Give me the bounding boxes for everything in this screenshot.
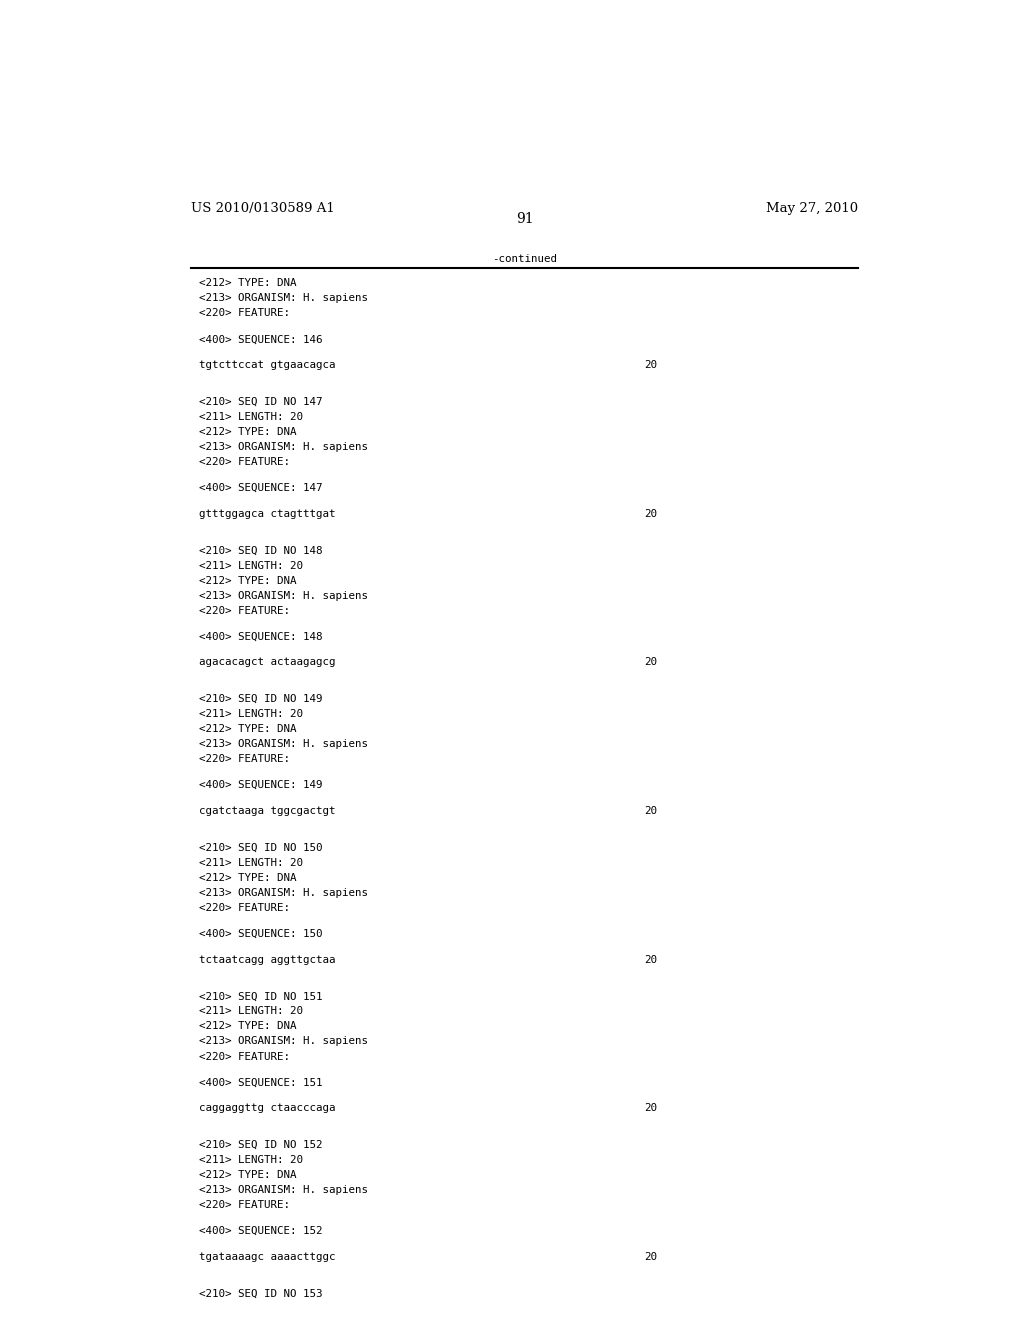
Text: -continued: -continued xyxy=(493,253,557,264)
Text: <400> SEQUENCE: 151: <400> SEQUENCE: 151 xyxy=(200,1077,323,1088)
Text: <220> FEATURE:: <220> FEATURE: xyxy=(200,754,291,764)
Text: cgatctaaga tggcgactgt: cgatctaaga tggcgactgt xyxy=(200,807,336,816)
Text: <210> SEQ ID NO 152: <210> SEQ ID NO 152 xyxy=(200,1140,323,1150)
Text: <211> LENGTH: 20: <211> LENGTH: 20 xyxy=(200,561,303,570)
Text: <213> ORGANISM: H. sapiens: <213> ORGANISM: H. sapiens xyxy=(200,1185,369,1195)
Text: <220> FEATURE:: <220> FEATURE: xyxy=(200,309,291,318)
Text: <220> FEATURE:: <220> FEATURE: xyxy=(200,903,291,913)
Text: agacacagct actaagagcg: agacacagct actaagagcg xyxy=(200,657,336,668)
Text: <211> LENGTH: 20: <211> LENGTH: 20 xyxy=(200,1006,303,1016)
Text: <212> TYPE: DNA: <212> TYPE: DNA xyxy=(200,576,297,586)
Text: <400> SEQUENCE: 152: <400> SEQUENCE: 152 xyxy=(200,1226,323,1236)
Text: <210> SEQ ID NO 148: <210> SEQ ID NO 148 xyxy=(200,545,323,556)
Text: 20: 20 xyxy=(644,807,656,816)
Text: <211> LENGTH: 20: <211> LENGTH: 20 xyxy=(200,709,303,719)
Text: <213> ORGANISM: H. sapiens: <213> ORGANISM: H. sapiens xyxy=(200,888,369,898)
Text: 91: 91 xyxy=(516,213,534,226)
Text: 20: 20 xyxy=(644,360,656,370)
Text: <212> TYPE: DNA: <212> TYPE: DNA xyxy=(200,725,297,734)
Text: caggaggttg ctaacccaga: caggaggttg ctaacccaga xyxy=(200,1104,336,1113)
Text: <212> TYPE: DNA: <212> TYPE: DNA xyxy=(200,279,297,288)
Text: <213> ORGANISM: H. sapiens: <213> ORGANISM: H. sapiens xyxy=(200,739,369,750)
Text: <210> SEQ ID NO 150: <210> SEQ ID NO 150 xyxy=(200,842,323,853)
Text: <213> ORGANISM: H. sapiens: <213> ORGANISM: H. sapiens xyxy=(200,590,369,601)
Text: <212> TYPE: DNA: <212> TYPE: DNA xyxy=(200,426,297,437)
Text: <210> SEQ ID NO 151: <210> SEQ ID NO 151 xyxy=(200,991,323,1002)
Text: <210> SEQ ID NO 153: <210> SEQ ID NO 153 xyxy=(200,1288,323,1299)
Text: tgataaaagc aaaacttggc: tgataaaagc aaaacttggc xyxy=(200,1251,336,1262)
Text: gtttggagca ctagtttgat: gtttggagca ctagtttgat xyxy=(200,508,336,519)
Text: <400> SEQUENCE: 150: <400> SEQUENCE: 150 xyxy=(200,929,323,939)
Text: May 27, 2010: May 27, 2010 xyxy=(766,202,858,215)
Text: <210> SEQ ID NO 149: <210> SEQ ID NO 149 xyxy=(200,694,323,704)
Text: <220> FEATURE:: <220> FEATURE: xyxy=(200,1052,291,1061)
Text: 20: 20 xyxy=(644,1251,656,1262)
Text: <400> SEQUENCE: 149: <400> SEQUENCE: 149 xyxy=(200,780,323,791)
Text: <220> FEATURE:: <220> FEATURE: xyxy=(200,457,291,467)
Text: 20: 20 xyxy=(644,657,656,668)
Text: <220> FEATURE:: <220> FEATURE: xyxy=(200,1200,291,1210)
Text: <213> ORGANISM: H. sapiens: <213> ORGANISM: H. sapiens xyxy=(200,442,369,451)
Text: 20: 20 xyxy=(644,954,656,965)
Text: <211> LENGTH: 20: <211> LENGTH: 20 xyxy=(200,412,303,422)
Text: tctaatcagg aggttgctaa: tctaatcagg aggttgctaa xyxy=(200,954,336,965)
Text: <400> SEQUENCE: 146: <400> SEQUENCE: 146 xyxy=(200,334,323,345)
Text: US 2010/0130589 A1: US 2010/0130589 A1 xyxy=(191,202,335,215)
Text: 20: 20 xyxy=(644,1104,656,1113)
Text: <220> FEATURE:: <220> FEATURE: xyxy=(200,606,291,615)
Text: <400> SEQUENCE: 147: <400> SEQUENCE: 147 xyxy=(200,483,323,492)
Text: <213> ORGANISM: H. sapiens: <213> ORGANISM: H. sapiens xyxy=(200,1036,369,1047)
Text: tgtcttccat gtgaacagca: tgtcttccat gtgaacagca xyxy=(200,360,336,370)
Text: <212> TYPE: DNA: <212> TYPE: DNA xyxy=(200,1170,297,1180)
Text: <210> SEQ ID NO 147: <210> SEQ ID NO 147 xyxy=(200,397,323,407)
Text: <211> LENGTH: 20: <211> LENGTH: 20 xyxy=(200,1155,303,1166)
Text: <213> ORGANISM: H. sapiens: <213> ORGANISM: H. sapiens xyxy=(200,293,369,304)
Text: <211> LENGTH: 20: <211> LENGTH: 20 xyxy=(200,858,303,867)
Text: <400> SEQUENCE: 148: <400> SEQUENCE: 148 xyxy=(200,631,323,642)
Text: 20: 20 xyxy=(644,508,656,519)
Text: <212> TYPE: DNA: <212> TYPE: DNA xyxy=(200,1022,297,1031)
Text: <212> TYPE: DNA: <212> TYPE: DNA xyxy=(200,873,297,883)
